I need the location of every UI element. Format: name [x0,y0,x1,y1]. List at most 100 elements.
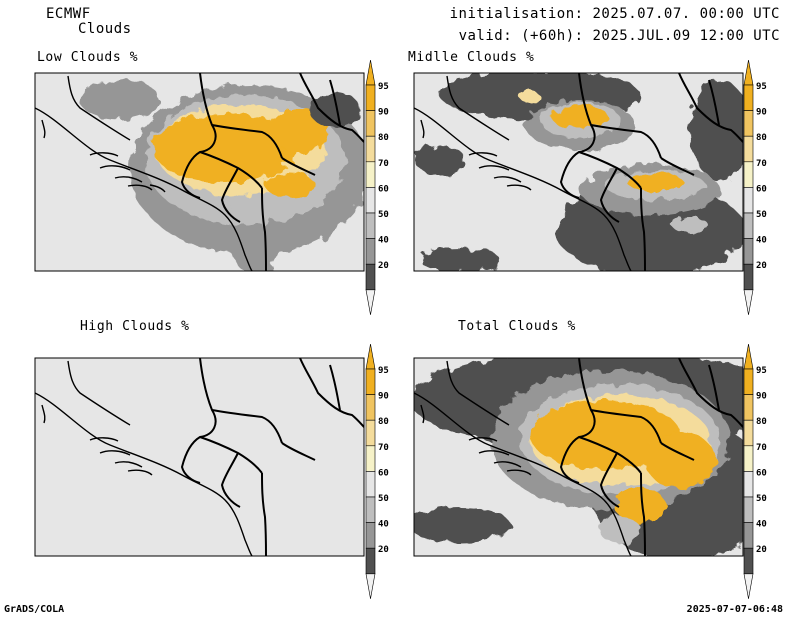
colorbar-segment [743,368,754,395]
colorbar-segment [365,419,376,447]
colorbar-segment [365,263,376,291]
colorbars: 95 90 80 70 60 50 40 20 95 90 80 70 60 50 40 20 95 90 80 70… [365,59,767,599]
model-name: ECMWF [46,6,91,22]
valid-time: valid: (+60h): 2025.JUL.09 12:00 UTC [458,28,780,44]
panel-title-total: Total Clouds % [458,319,576,334]
map-panel-total [413,357,744,557]
colorbar-tick-label: 60 [378,184,389,194]
colorbar-high: 95 90 80 70 60 50 40 20 [365,343,389,599]
map-frame-mid [413,72,744,272]
colorbar-segment [365,135,376,163]
colorbar-tick-label: 90 [378,392,389,402]
map-panel-low [34,72,365,272]
colorbar-tick-label: 40 [378,236,389,246]
colorbar-segment [365,547,376,575]
cloud-fill-low [80,80,364,271]
colorbar-tick-label: 95 [378,366,389,376]
colorbar-arrow-bottom [743,573,754,599]
cloud-fill-mid [415,73,743,271]
map-frame-low [34,72,365,272]
colorbar-tick-label: 20 [756,545,767,555]
colorbar-tick-label: 70 [756,443,767,453]
colorbar-tick-label: 95 [756,82,767,92]
colorbar-tick-label: 60 [756,468,767,478]
colorbar-arrow-top [365,59,376,86]
colorbar-tick-label: 70 [756,159,767,169]
colorbar-segment [365,187,376,214]
colorbar-tick-label: 95 [378,82,389,92]
colorbar-segment [365,110,376,137]
software-credit: GrADS/COLA [4,604,65,615]
colorbar-tick-label: 50 [378,494,389,504]
colorbar-tick-label: 70 [378,159,389,169]
colorbar-segment [743,547,754,575]
colorbar-segment [365,471,376,498]
colorbar-tick-label: 90 [378,108,389,118]
colorbar-segment [365,84,376,111]
panel-title-mid: Midlle Clouds % [408,50,535,65]
borders-high [181,358,364,556]
colorbar-tick-label: 80 [378,417,389,427]
colorbar-segment [743,238,754,265]
init-time: initialisation: 2025.07.07. 00:00 UTC [449,6,780,22]
colorbar-segment [365,368,376,395]
render-timestamp: 2025-07-07-06:48 [686,604,783,615]
colorbar-tick-label: 20 [378,261,389,271]
colorbar-tick-label: 80 [756,417,767,427]
colorbar-segment [743,135,754,163]
colorbar-tick-label: 40 [378,520,389,530]
colorbar-tick-label: 90 [756,108,767,118]
colorbar-tick-label: 70 [378,443,389,453]
panel-title-low: Low Clouds % [37,50,139,65]
colorbar-segment [365,161,376,188]
colorbar-tick-label: 60 [756,184,767,194]
colorbar-segment [743,161,754,188]
colorbar-segment [365,238,376,265]
colorbar-segment [365,522,376,549]
panel-title-high: High Clouds % [80,319,190,334]
colorbar-tick-label: 20 [756,261,767,271]
colorbar-arrow-top [365,343,376,370]
colorbar-arrow-bottom [365,289,376,315]
map-panel-mid [413,72,744,272]
borders-mid [560,73,743,271]
colorbar-segment [365,212,376,239]
colorbar-segment [365,496,376,523]
colorbar-arrow-top [743,59,754,86]
colorbar-segment [743,445,754,472]
borders-total [560,358,743,556]
borders-low [181,73,364,271]
colorbar-arrow-bottom [743,289,754,315]
colorbar-arrow-bottom [365,573,376,599]
colorbar-arrow-top [743,343,754,370]
colorbar-mid: 95 90 80 70 60 50 40 20 [743,59,767,315]
colorbar-segment [743,187,754,214]
colorbar-tick-label: 80 [378,133,389,143]
colorbar-segment [365,394,376,421]
colorbar-tick-label: 50 [756,210,767,220]
colorbar-segment [365,445,376,472]
colorbar-tick-label: 20 [378,545,389,555]
colorbar-segment [743,419,754,447]
colorbar-segment [743,522,754,549]
colorbar-tick-label: 60 [378,468,389,478]
map-panel-high [34,357,365,557]
colorbar-low: 95 90 80 70 60 50 40 20 [365,59,389,315]
colorbar-tick-label: 40 [756,236,767,246]
colorbar-segment [743,471,754,498]
colorbar-tick-label: 40 [756,520,767,530]
colorbar-tick-label: 50 [756,494,767,504]
colorbar-segment [743,263,754,291]
colorbar-segment [743,212,754,239]
colorbar-segment [743,84,754,111]
colorbar-tick-label: 90 [756,392,767,402]
colorbar-tick-label: 80 [756,133,767,143]
map-frame-high [34,357,365,557]
map-frame-total [413,357,744,557]
colorbar-segment [743,496,754,523]
colorbar-total: 95 90 80 70 60 50 40 20 [743,343,767,599]
colorbar-tick-label: 50 [378,210,389,220]
colorbar-segment [743,110,754,137]
colorbar-tick-label: 95 [756,366,767,376]
